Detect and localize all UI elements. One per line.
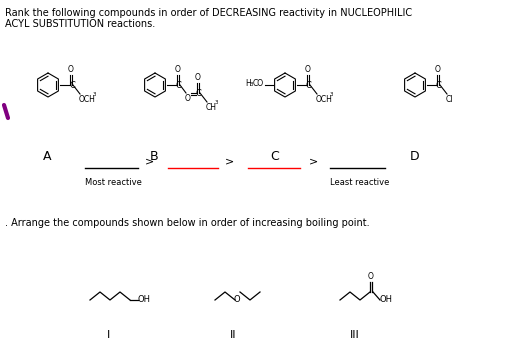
Text: A: A — [43, 150, 52, 163]
Text: >: > — [145, 156, 154, 166]
Text: OH: OH — [380, 295, 393, 304]
Text: I: I — [106, 330, 110, 340]
Text: O: O — [368, 272, 374, 281]
Text: >: > — [226, 156, 235, 166]
Text: OH: OH — [138, 295, 151, 304]
Text: II: II — [230, 330, 236, 340]
Text: D: D — [410, 150, 419, 163]
Text: H: H — [245, 79, 251, 88]
Text: III: III — [350, 330, 360, 340]
Text: 3: 3 — [93, 92, 96, 97]
Text: C: C — [306, 80, 312, 89]
Text: C: C — [270, 150, 279, 163]
Text: Most reactive: Most reactive — [85, 178, 142, 187]
Text: 3: 3 — [330, 92, 334, 97]
Text: C: C — [176, 80, 182, 89]
Text: B: B — [150, 150, 159, 163]
Text: . Arrange the compounds shown below in order of increasing boiling point.: . Arrange the compounds shown below in o… — [5, 218, 369, 228]
Text: O: O — [175, 65, 181, 74]
Text: C: C — [196, 89, 202, 98]
Text: Least reactive: Least reactive — [330, 178, 389, 187]
Text: >: > — [308, 156, 318, 166]
Text: CH: CH — [206, 103, 217, 112]
Text: O: O — [305, 65, 311, 74]
Text: ACYL SUBSTITUTION reactions.: ACYL SUBSTITUTION reactions. — [5, 19, 155, 29]
Text: O: O — [234, 294, 241, 303]
Text: C: C — [436, 80, 442, 89]
Text: 3: 3 — [250, 83, 253, 88]
Text: Rank the following compounds in order of DECREASING reactivity in NUCLEOPHILIC: Rank the following compounds in order of… — [5, 8, 412, 18]
Text: Cl: Cl — [446, 95, 454, 104]
Text: C: C — [69, 80, 75, 89]
Text: O: O — [435, 65, 441, 74]
Text: OCH: OCH — [79, 95, 96, 104]
Text: 3: 3 — [215, 100, 219, 105]
Text: O: O — [185, 94, 191, 103]
Text: OCH: OCH — [316, 95, 333, 104]
Text: O: O — [68, 65, 74, 74]
Text: O: O — [195, 73, 201, 82]
Text: CO: CO — [253, 79, 264, 88]
